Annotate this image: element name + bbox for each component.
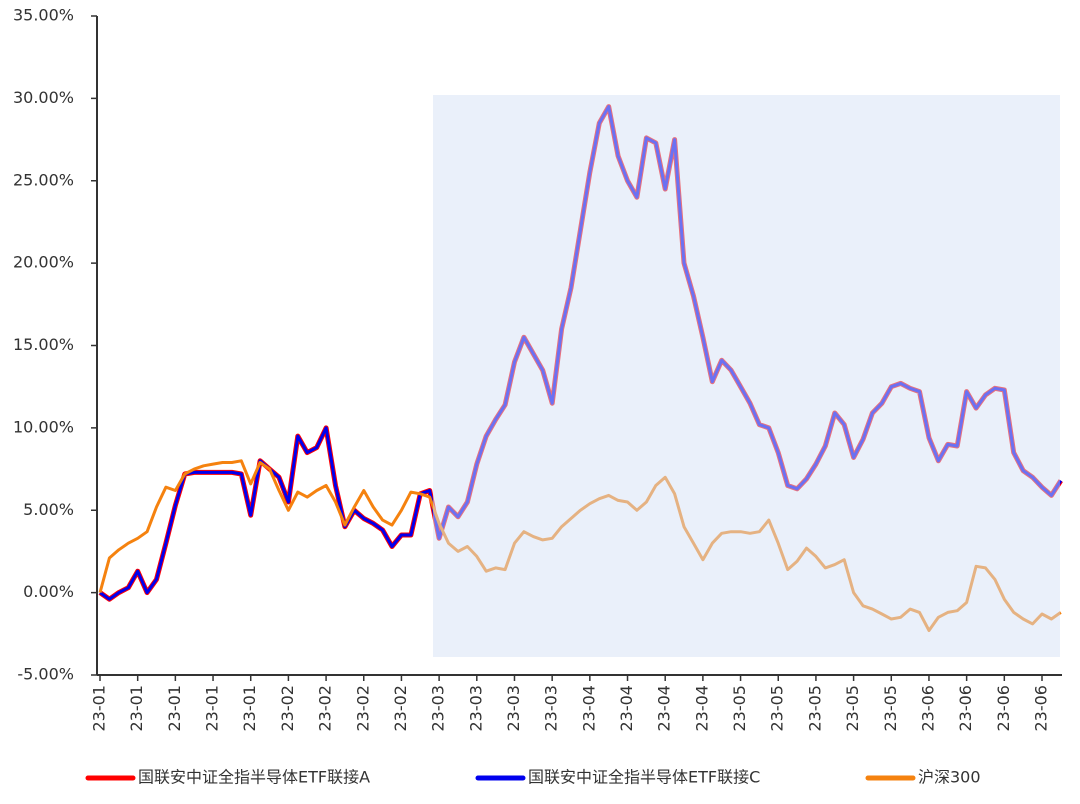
x-tick-label: 23-06 [918, 685, 937, 732]
x-tick-label: 23-04 [579, 685, 598, 732]
x-tick-label: 23-06 [956, 685, 975, 732]
y-tick-label: 25.00% [13, 170, 74, 189]
x-tick-label: 23-04 [692, 685, 711, 732]
y-tick-label: 20.00% [13, 253, 74, 272]
x-tick-label: 23-02 [316, 685, 335, 732]
x-tick-label: 23-06 [1032, 685, 1051, 732]
legend-label: 沪深300 [918, 768, 981, 787]
x-tick-label: 23-02 [278, 685, 297, 732]
highlight-region [433, 95, 1060, 657]
x-tick-label: 23-05 [881, 685, 900, 732]
y-tick-label: -5.00% [17, 665, 74, 684]
x-tick-label: 23-05 [730, 685, 749, 732]
y-tick-label: 5.00% [23, 500, 74, 519]
x-tick-label: 23-01 [165, 685, 184, 732]
y-tick-label: 10.00% [13, 417, 74, 436]
x-tick-label: 23-04 [655, 685, 674, 732]
x-tick-label: 23-03 [429, 685, 448, 732]
x-tick-label: 23-05 [768, 685, 787, 732]
x-tick-label: 23-02 [391, 685, 410, 732]
x-tick-label: 23-03 [542, 685, 561, 732]
x-tick-label: 23-03 [466, 685, 485, 732]
y-tick-label: 30.00% [13, 88, 74, 107]
x-tick-label: 23-05 [805, 685, 824, 732]
y-tick-label: 0.00% [23, 582, 74, 601]
x-tick-label: 23-03 [504, 685, 523, 732]
x-tick-label: 23-04 [617, 685, 636, 732]
legend-label: 国联安中证全指半导体ETF联接C [528, 768, 760, 787]
x-tick-label: 23-01 [240, 685, 259, 732]
x-tick-label: 23-01 [203, 685, 222, 732]
y-tick-label: 15.00% [13, 335, 74, 354]
x-tick-label: 23-05 [843, 685, 862, 732]
x-tick-label: 23-06 [994, 685, 1013, 732]
y-tick-label: 35.00% [13, 6, 74, 25]
x-tick-label: 23-01 [90, 685, 109, 732]
x-tick-label: 23-01 [127, 685, 146, 732]
x-tick-label: 23-02 [353, 685, 372, 732]
legend-label: 国联安中证全指半导体ETF联接A [138, 768, 370, 787]
